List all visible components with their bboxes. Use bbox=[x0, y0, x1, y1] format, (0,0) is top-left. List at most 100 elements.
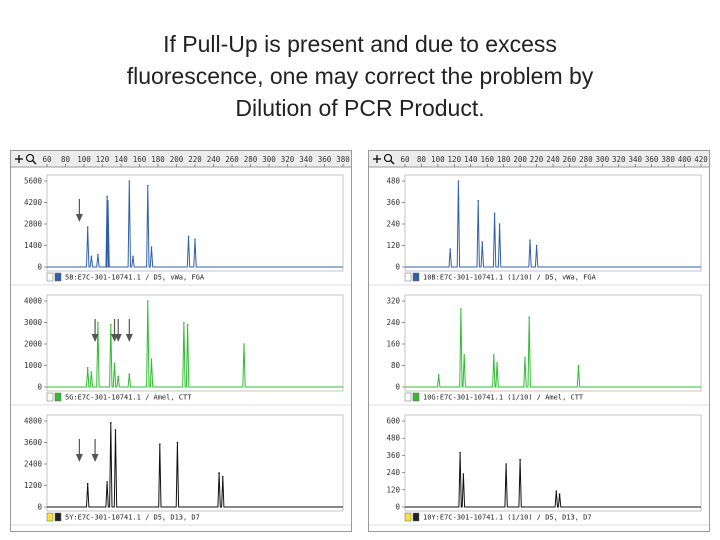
pull-up-arrow-1-2 bbox=[114, 319, 122, 342]
y-tick-label-1-4: 0 bbox=[37, 383, 42, 392]
x-tick-label-7: 200 bbox=[170, 155, 184, 164]
y-tick-label-0-3: 1400 bbox=[24, 241, 43, 250]
channel-checkbox-icon bbox=[404, 512, 412, 522]
y-tick-label-0-2: 2800 bbox=[24, 220, 43, 229]
peak-mark-0-4 bbox=[107, 200, 109, 202]
channel-checkbox-icon bbox=[46, 512, 54, 522]
y-tick-label-2-5: 0 bbox=[395, 503, 400, 512]
x-tick-label-4: 140 bbox=[464, 155, 478, 164]
x-tick-label-3: 120 bbox=[96, 155, 110, 164]
y-tick-label-2-4: 0 bbox=[37, 503, 42, 512]
channel-plot-frame-0 bbox=[404, 174, 702, 272]
pull-up-arrow-head bbox=[114, 334, 122, 342]
channel-caption-1: 10G:E7C-301-10741.1 (1/10) / Amel, CTT bbox=[423, 394, 584, 402]
peak-mark-1-7 bbox=[147, 300, 149, 302]
channel-color-swatch-icon bbox=[412, 272, 420, 282]
peak-mark-0-1 bbox=[90, 255, 93, 258]
peak-mark-0-9 bbox=[187, 235, 190, 238]
x-tick-label-9: 240 bbox=[207, 155, 221, 164]
peak-mark-1-8 bbox=[150, 358, 153, 360]
peak-mark-2-2 bbox=[110, 421, 112, 424]
x-tick-label-2: 100 bbox=[77, 155, 91, 164]
peak-mark-0-5 bbox=[498, 223, 501, 225]
channel-plot-frame-1 bbox=[46, 294, 344, 392]
pull-up-arrow-head bbox=[91, 334, 99, 342]
peak-mark-1-3 bbox=[493, 353, 495, 356]
magnifier-icon-handle bbox=[32, 160, 37, 165]
peak-mark-1-2 bbox=[97, 321, 99, 324]
y-tick-label-1-4: 0 bbox=[395, 383, 400, 392]
x-tick-label-3: 120 bbox=[448, 155, 462, 164]
x-tick-label-14: 340 bbox=[299, 155, 313, 164]
peak-mark-0-3 bbox=[481, 241, 484, 243]
pull-up-arrow-0-0 bbox=[75, 199, 83, 222]
toolbar bbox=[369, 151, 709, 167]
zoom-in-icon bbox=[15, 155, 23, 163]
channel-plot-frame-1 bbox=[404, 294, 702, 392]
peak-mark-2-3 bbox=[519, 458, 521, 461]
pull-up-arrow-head bbox=[125, 334, 133, 342]
x-tick-label-6: 180 bbox=[497, 155, 511, 164]
peak-mark-2-4 bbox=[159, 443, 161, 446]
x-tick-label-4: 140 bbox=[114, 155, 128, 164]
y-tick-label-2-2: 360 bbox=[386, 451, 400, 460]
pull-up-arrow-1-0 bbox=[91, 319, 99, 342]
x-tick-label-18: 420 bbox=[694, 155, 708, 164]
peak-mark-1-6 bbox=[128, 373, 131, 375]
peak-mark-2-1 bbox=[106, 481, 108, 483]
peak-mark-0-0 bbox=[86, 226, 89, 228]
x-tick-label-10: 260 bbox=[563, 155, 577, 164]
peak-mark-0-6 bbox=[529, 239, 531, 241]
y-tick-label-1-3: 1000 bbox=[24, 361, 43, 370]
y-tick-label-1-1: 3000 bbox=[24, 318, 43, 327]
y-tick-label-2-3: 240 bbox=[386, 468, 400, 477]
channel-caption-0: 10B:E7C-301-10741.1 (1/10) / D5, vWa, FG… bbox=[423, 274, 597, 282]
x-tick-label-14: 340 bbox=[628, 155, 642, 164]
peak-mark-0-2 bbox=[477, 199, 479, 202]
pull-up-arrow-head bbox=[91, 454, 99, 462]
y-tick-label-0-4: 0 bbox=[37, 263, 42, 272]
peak-mark-0-10 bbox=[194, 238, 196, 241]
peak-mark-2-4 bbox=[555, 490, 558, 493]
x-tick-label-15: 360 bbox=[318, 155, 332, 164]
y-tick-label-0-1: 360 bbox=[386, 198, 400, 207]
channel-plot-frame-2 bbox=[46, 414, 344, 512]
peak-mark-1-2 bbox=[463, 353, 465, 356]
x-tick-label-10: 260 bbox=[225, 155, 239, 164]
channel-trace-2 bbox=[47, 422, 343, 508]
x-tick-label-0: 60 bbox=[42, 155, 52, 164]
channel-caption-2: 10Y:E7C-301-10741.1 (1/10) / D5, D13, D7 bbox=[423, 514, 592, 522]
peak-mark-2-6 bbox=[218, 472, 220, 474]
peak-mark-0-3 bbox=[106, 195, 108, 198]
x-tick-label-11: 280 bbox=[579, 155, 593, 164]
y-tick-label-2-0: 600 bbox=[386, 417, 400, 426]
y-tick-label-2-1: 480 bbox=[386, 434, 400, 443]
channel-caption-1: 5G:E7C-301-10741.1 / Amel, CTT bbox=[65, 394, 192, 402]
x-tick-label-1: 80 bbox=[61, 155, 71, 164]
slide-title: If Pull-Up is present and due to excess … bbox=[40, 28, 680, 124]
channel-color-swatch-icon bbox=[54, 392, 62, 402]
y-tick-label-1-0: 4000 bbox=[24, 297, 43, 306]
peak-mark-1-9 bbox=[183, 321, 185, 324]
magnifier-icon-lens bbox=[25, 153, 35, 163]
zoom-in-icon bbox=[373, 155, 381, 163]
peak-mark-0-1 bbox=[457, 180, 460, 182]
x-tick-label-6: 180 bbox=[151, 155, 165, 164]
y-tick-label-1-2: 2000 bbox=[24, 340, 43, 349]
channel-plot-frame-0 bbox=[46, 174, 344, 272]
peak-mark-1-4 bbox=[496, 362, 498, 364]
slide-title-line-3: Dilution of PCR Product. bbox=[235, 95, 485, 121]
slide-title-line-1: If Pull-Up is present and due to excess bbox=[163, 31, 557, 57]
channel-checkbox-icon bbox=[404, 392, 412, 402]
x-tick-label-2: 100 bbox=[431, 155, 445, 164]
peak-mark-1-5 bbox=[524, 356, 526, 359]
pull-up-arrow-1-3 bbox=[125, 319, 133, 342]
electropherogram-chart-diluted: 60 80 100 120 140 160 180 200 220 240 260 280 300 320… bbox=[369, 151, 709, 526]
x-tick-label-16: 380 bbox=[661, 155, 675, 164]
x-tick-label-15: 360 bbox=[645, 155, 659, 164]
peak-mark-0-7 bbox=[147, 184, 149, 187]
magnifier-icon-lens bbox=[383, 153, 393, 163]
channel-trace-1 bbox=[47, 300, 343, 388]
peak-mark-2-0 bbox=[86, 482, 89, 485]
magnifier-icon-handle bbox=[390, 160, 395, 165]
